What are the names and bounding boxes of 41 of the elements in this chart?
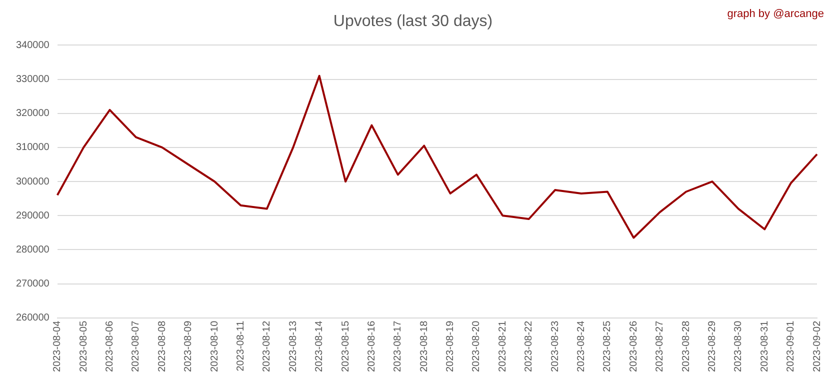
x-tick-label: 2023-08-09: [183, 320, 194, 372]
x-tick-label: 2023-08-29: [706, 320, 718, 372]
y-tick-label: 270000: [16, 278, 50, 290]
x-tick-label: 2023-09-01: [786, 320, 797, 372]
y-tick-label: 300000: [16, 176, 50, 188]
y-tick-label: 330000: [16, 74, 50, 86]
x-tick-label: 2023-08-11: [235, 320, 246, 372]
x-tick-label: 2023-08-13: [288, 320, 299, 372]
x-tick-label: 2023-08-15: [340, 320, 352, 372]
x-tick-label: 2023-08-20: [471, 320, 482, 372]
x-tick-label: 2023-08-04: [52, 320, 64, 372]
x-tick-label: 2023-08-27: [654, 320, 666, 372]
x-tick-label: 2023-08-26: [628, 320, 640, 372]
y-tick-label: 280000: [16, 244, 50, 256]
y-tick-label: 260000: [16, 312, 50, 324]
x-tick-label: 2023-08-10: [209, 320, 220, 372]
x-tick-label: 2023-08-24: [576, 320, 588, 372]
x-tick-label: 2023-09-02: [812, 320, 823, 372]
x-tick-label: 2023-08-08: [156, 320, 168, 372]
text: graph by @arcange: [727, 8, 824, 20]
x-tick-label: 2023-08-19: [445, 320, 456, 372]
x-tick-label: 2023-08-30: [733, 320, 744, 372]
x-tick-label: 2023-08-25: [602, 320, 614, 372]
x-tick-label: 2023-08-12: [262, 320, 273, 372]
chart-title: Upvotes (last 30 days): [333, 13, 493, 30]
y-tick-label: 310000: [16, 142, 50, 154]
x-tick-label: 2023-08-06: [104, 320, 116, 372]
x-tick-label: 2023-08-28: [680, 320, 692, 372]
x-tick-label: 2023-08-21: [497, 320, 508, 372]
y-tick-label: 290000: [16, 210, 50, 222]
x-tick-label: 2023-08-05: [78, 320, 90, 372]
x-tick-label: 2023-08-17: [392, 320, 404, 372]
y-tick-label: 320000: [16, 108, 50, 120]
x-tick-label: 2023-08-14: [314, 320, 326, 372]
y-tick-label: 340000: [16, 40, 50, 51]
x-tick-label: 2023-08-16: [366, 320, 378, 372]
x-tick-label: 2023-08-23: [550, 320, 561, 372]
x-tick-label: 2023-08-07: [130, 320, 142, 372]
x-tick-label: 2023-08-18: [418, 320, 430, 372]
x-tick-label: 2023-08-22: [524, 320, 535, 372]
x-tick-label: 2023-08-31: [759, 320, 770, 372]
